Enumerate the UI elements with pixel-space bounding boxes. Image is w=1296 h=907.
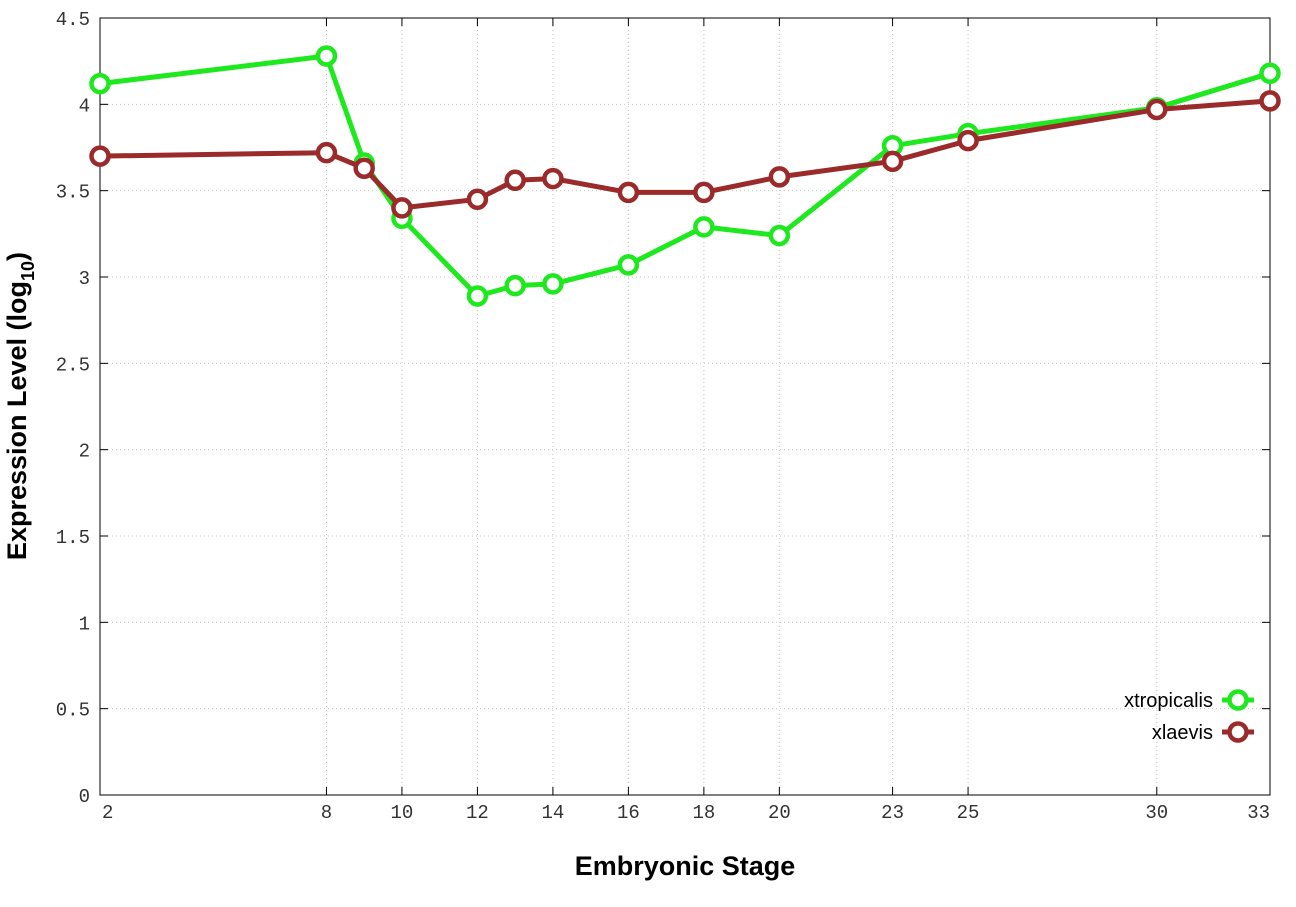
- y-axis-title-subscript: 10: [18, 261, 38, 281]
- data-point-xtropicalis: [315, 45, 338, 67]
- y-tick-label: 3.5: [56, 182, 90, 204]
- data-point-xtropicalis: [542, 273, 564, 295]
- data-point-xlaevis: [353, 157, 375, 179]
- data-point-xlaevis: [542, 167, 564, 190]
- series-line-xtropicalis: [99, 53, 1271, 299]
- data-point-xlaevis: [391, 197, 413, 219]
- data-point-xtropicalis: [693, 216, 715, 238]
- x-tick-label: 30: [1145, 802, 1168, 824]
- data-point-xtropicalis: [504, 274, 526, 297]
- grid-lines: [100, 18, 1270, 795]
- x-tick-label: 20: [768, 802, 791, 824]
- y-axis-title-close: ): [2, 252, 32, 261]
- data-point-xlaevis: [881, 150, 904, 173]
- y-tick-label: 2: [79, 441, 90, 463]
- x-tick-label: 18: [692, 802, 715, 824]
- data-point-xtropicalis: [617, 254, 640, 276]
- y-tick-label: 1: [79, 613, 90, 635]
- legend-label-xtropicalis: xtropicalis: [1124, 690, 1213, 712]
- data-point-xlaevis: [1259, 90, 1281, 112]
- x-tick-label: 33: [1247, 802, 1270, 824]
- y-tick-label: 3: [79, 268, 90, 290]
- data-point-xtropicalis: [89, 72, 111, 95]
- data-point-xlaevis: [768, 166, 791, 188]
- x-tick-label: 10: [391, 802, 414, 824]
- y-tick-label: 0.5: [56, 700, 90, 722]
- y-tick-label: 2.5: [56, 354, 90, 376]
- x-tick-label: 23: [881, 802, 904, 824]
- data-point-xlaevis: [504, 169, 526, 192]
- data-point-xtropicalis: [466, 285, 489, 307]
- series-layer: [89, 45, 1281, 307]
- x-tick-label: 16: [617, 802, 640, 824]
- x-tick-label: 2: [102, 802, 113, 824]
- data-point-xlaevis: [315, 141, 338, 164]
- data-point-xtropicalis: [1259, 62, 1281, 85]
- data-point-xlaevis: [466, 188, 489, 211]
- y-axis-title-main: Expression Level (log: [2, 281, 32, 560]
- x-axis-title: Embryonic Stage: [575, 851, 796, 881]
- data-point-xlaevis: [693, 181, 715, 204]
- y-tick-label: 4.5: [56, 9, 90, 31]
- data-point-xlaevis: [957, 129, 979, 152]
- x-tick-label: 25: [957, 802, 980, 824]
- legend-marker-xtropicalis: [1227, 689, 1249, 711]
- y-axis-title: Expression Level (log10): [2, 252, 38, 560]
- legend: xtropicalis xlaevis: [1124, 689, 1254, 744]
- axis-ticks: 2 8 10 12 14 16 18 20 23 25 30 33 0 0.5 1 1.5 2 2.5 3 3.5 4 4…: [56, 9, 1271, 824]
- y-tick-label: 0: [79, 786, 90, 808]
- y-tick-label: 1.5: [56, 527, 90, 549]
- x-tick-label: 14: [541, 802, 564, 824]
- data-point-xtropicalis: [768, 224, 791, 247]
- data-point-xlaevis: [89, 145, 111, 167]
- plot-frame: [99, 17, 1271, 796]
- x-tick-label: 8: [321, 802, 332, 824]
- data-point-xlaevis: [1146, 98, 1168, 121]
- data-point-xlaevis: [617, 181, 640, 204]
- legend-marker-xlaevis: [1227, 721, 1249, 743]
- x-tick-label: 12: [466, 802, 489, 824]
- y-tick-label: 4: [79, 95, 90, 117]
- legend-label-xlaevis: xlaevis: [1152, 722, 1213, 744]
